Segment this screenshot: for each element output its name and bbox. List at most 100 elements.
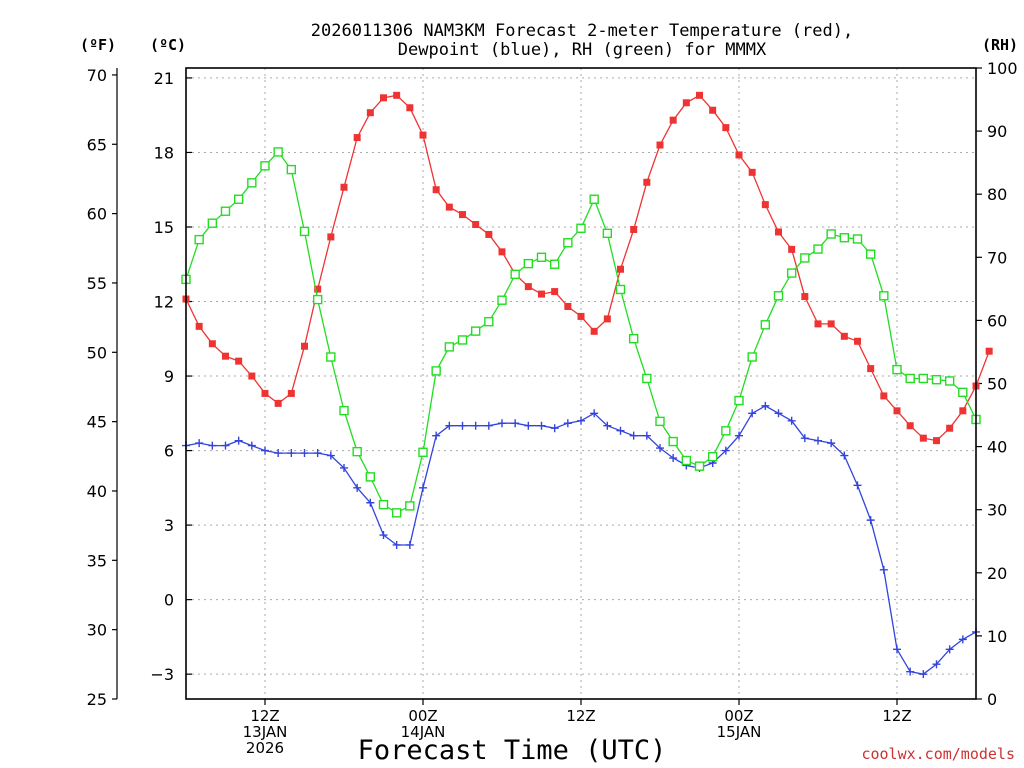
rh-tick-label: 30 <box>987 501 1007 520</box>
data-point <box>944 376 955 386</box>
data-point <box>220 206 231 216</box>
data-point <box>788 245 796 253</box>
x-tick-label: 2026 <box>246 739 284 757</box>
data-point <box>286 164 297 175</box>
data-point <box>866 516 875 525</box>
x-tick-label: 12Z <box>566 707 595 725</box>
data-point <box>853 481 862 490</box>
data-point <box>775 228 782 236</box>
data-point <box>958 387 968 398</box>
data-point <box>274 399 282 407</box>
data-point <box>931 375 942 385</box>
data-point <box>603 315 611 323</box>
data-point <box>234 436 243 445</box>
data-point <box>366 109 374 117</box>
data-point <box>247 178 257 188</box>
data-point <box>444 342 455 352</box>
data-point <box>379 531 388 540</box>
data-point <box>617 265 624 273</box>
c-tick-label: 6 <box>164 442 174 461</box>
data-point <box>918 373 929 384</box>
data-point <box>879 565 888 574</box>
c-tick-label: 21 <box>154 69 174 88</box>
data-point <box>906 422 914 430</box>
rh-tick-label: 90 <box>987 122 1007 141</box>
data-point <box>590 327 598 335</box>
data-point <box>867 365 875 373</box>
rh-tick-label: 70 <box>987 248 1007 267</box>
data-point <box>418 447 428 457</box>
data-point <box>235 357 243 365</box>
data-point <box>195 322 203 330</box>
data-point <box>393 91 401 99</box>
data-point <box>312 294 323 305</box>
data-point <box>299 226 310 237</box>
data-point <box>642 373 652 384</box>
data-point <box>826 229 836 239</box>
data-point <box>709 106 717 114</box>
x-tick-label: 12Z <box>882 707 911 725</box>
data-point <box>365 472 376 482</box>
data-point <box>485 230 493 238</box>
data-point <box>484 421 493 430</box>
f-tick-label: 40 <box>87 482 107 501</box>
data-point <box>472 221 480 229</box>
data-point <box>628 333 639 344</box>
data-point <box>681 455 692 466</box>
data-point <box>194 234 204 245</box>
data-point <box>313 449 322 458</box>
data-point <box>222 352 229 360</box>
data-point <box>656 141 664 149</box>
f-tick-label: 25 <box>87 690 107 709</box>
data-point <box>431 366 441 376</box>
data-point <box>932 660 941 669</box>
data-point <box>378 499 389 510</box>
data-point <box>300 449 309 458</box>
data-point <box>813 244 823 254</box>
data-point <box>735 431 743 440</box>
data-point <box>207 218 218 228</box>
series-1 <box>182 401 980 679</box>
data-point <box>470 326 481 336</box>
f-tick-label: 50 <box>87 343 107 362</box>
f-tick-label: 65 <box>87 135 107 154</box>
data-point <box>301 342 308 350</box>
celsius-axis: 21 18 15 12 9 6 3 0 −3 <box>150 69 192 684</box>
data-point <box>985 347 993 355</box>
data-point <box>392 540 401 549</box>
c-tick-label: 0 <box>164 591 174 610</box>
data-point <box>906 667 915 676</box>
data-point <box>340 463 348 472</box>
data-point <box>827 439 836 448</box>
chart-title-line-1: 2026011306 NAM3KM Forecast 2-meter Tempe… <box>311 21 853 41</box>
data-point <box>233 194 244 204</box>
data-point <box>905 373 915 384</box>
data-point <box>959 407 967 415</box>
data-point <box>933 437 940 445</box>
data-point <box>326 451 335 460</box>
data-point <box>589 194 599 204</box>
chart-title-line-2: Dewpoint (blue), RH (green) for MMMX <box>398 40 767 60</box>
data-point <box>339 405 349 416</box>
data-point <box>590 409 599 418</box>
x-tick-label: 15JAN <box>717 723 762 741</box>
data-point <box>840 451 849 460</box>
data-point <box>603 421 612 430</box>
data-point <box>511 419 520 428</box>
data-point <box>195 439 204 448</box>
data-point <box>419 483 427 492</box>
rh-unit-label: (RH) <box>982 36 1018 54</box>
plot-frame <box>185 67 977 700</box>
data-point <box>615 284 626 295</box>
f-tick-label: 60 <box>87 205 107 224</box>
data-point <box>721 446 730 455</box>
data-point <box>616 426 625 435</box>
data-point <box>919 670 928 679</box>
credit-text: coolwx.com/models <box>861 745 1015 763</box>
data-point <box>366 498 375 507</box>
data-point <box>722 124 730 132</box>
data-point <box>854 337 861 345</box>
series-line <box>185 94 990 442</box>
